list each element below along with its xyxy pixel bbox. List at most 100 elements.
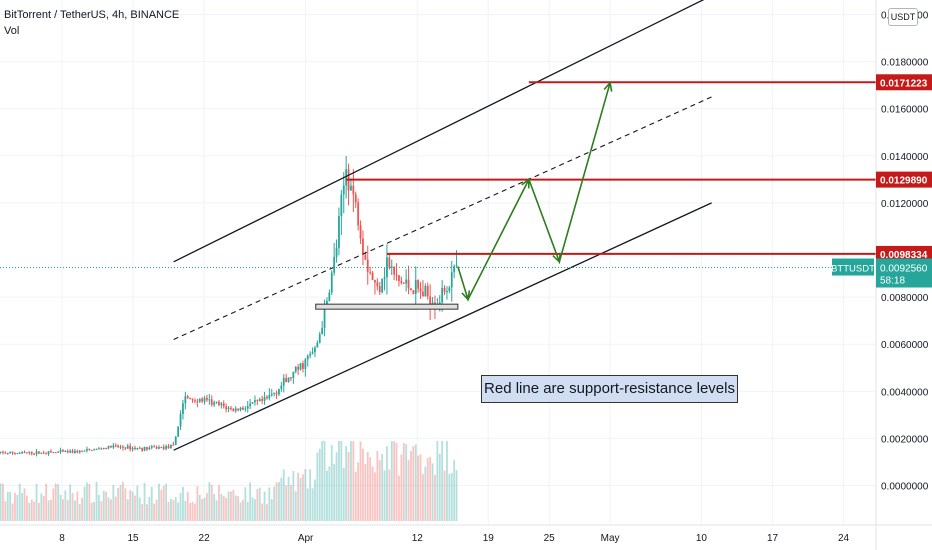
candle-body bbox=[16, 453, 19, 455]
volume-bar bbox=[100, 501, 103, 521]
chart-title: BitTorrent / TetherUS, 4h, BINANCE bbox=[4, 9, 180, 21]
candle-body bbox=[131, 447, 134, 450]
volume-bar bbox=[345, 446, 348, 521]
candle-body bbox=[290, 377, 292, 379]
candle-body bbox=[234, 408, 237, 411]
candle-body bbox=[390, 266, 393, 268]
candle-body bbox=[11, 451, 14, 454]
candle-body bbox=[369, 271, 372, 273]
candle-body bbox=[321, 328, 324, 335]
candle-body bbox=[414, 280, 417, 294]
candle-body bbox=[50, 451, 52, 453]
candle-body bbox=[304, 359, 307, 369]
volume-bar bbox=[98, 495, 100, 521]
candle-body bbox=[448, 287, 451, 292]
candle-body bbox=[285, 378, 288, 383]
volume-bar bbox=[400, 454, 403, 521]
volume-bar bbox=[438, 453, 441, 521]
candle-body bbox=[215, 401, 218, 403]
candle-body bbox=[282, 378, 285, 386]
candle-body bbox=[443, 287, 446, 293]
volume-bar bbox=[232, 490, 235, 521]
candle-body bbox=[126, 445, 129, 449]
candle-body bbox=[210, 399, 213, 405]
candle-body bbox=[6, 453, 9, 455]
volume-bar bbox=[162, 485, 165, 521]
volume-bar bbox=[50, 499, 52, 521]
channel-upper-line bbox=[173, 0, 705, 263]
candle-body bbox=[225, 406, 228, 410]
volume-bar bbox=[273, 486, 276, 521]
candle-body bbox=[270, 393, 273, 396]
volume-bar bbox=[170, 498, 172, 521]
candle-body bbox=[453, 266, 456, 273]
volume-bar bbox=[251, 497, 254, 521]
candle-body bbox=[9, 451, 12, 454]
volume-bar bbox=[311, 488, 314, 521]
volume-bar bbox=[203, 497, 206, 521]
volume-bar bbox=[69, 484, 72, 521]
candle-body bbox=[35, 451, 38, 454]
candle-body bbox=[395, 274, 398, 276]
volume-bar bbox=[270, 499, 273, 521]
volume-bar bbox=[285, 485, 288, 521]
volume-bar bbox=[155, 499, 158, 521]
x-tick-label: 19 bbox=[483, 533, 495, 544]
candle-body bbox=[69, 450, 72, 453]
volume-bar bbox=[402, 442, 405, 521]
y-tick-label: 0.0040000 bbox=[881, 387, 929, 398]
x-tick-label: 8 bbox=[59, 533, 65, 544]
volume-bar bbox=[30, 499, 33, 521]
projection-arrowhead bbox=[552, 252, 562, 264]
volume-bar bbox=[160, 489, 163, 521]
candle-body bbox=[371, 272, 374, 281]
volume-bar bbox=[306, 488, 309, 521]
y-tick-label: 0.0120000 bbox=[881, 199, 929, 210]
volume-bar bbox=[9, 491, 12, 521]
candle-body bbox=[28, 451, 31, 453]
candle-body bbox=[261, 399, 264, 401]
candle-body bbox=[26, 452, 28, 454]
candle-body bbox=[455, 265, 458, 267]
volume-bar bbox=[318, 448, 321, 521]
candle-body bbox=[232, 408, 235, 411]
volume-bar bbox=[414, 444, 417, 521]
volume-bar bbox=[239, 502, 242, 521]
candle-body bbox=[381, 278, 384, 293]
volume-bar bbox=[28, 502, 31, 521]
candle-body bbox=[263, 396, 266, 401]
candle-body bbox=[177, 426, 180, 437]
volume-bar bbox=[210, 484, 213, 521]
volume-bar bbox=[172, 500, 175, 521]
candle-body bbox=[64, 450, 67, 452]
projection-arrowhead bbox=[603, 81, 613, 92]
volume-bar bbox=[167, 501, 170, 521]
candle-body bbox=[129, 445, 132, 450]
volume-bar bbox=[436, 441, 439, 521]
x-tick-label: 24 bbox=[838, 533, 850, 544]
candle-body bbox=[117, 445, 120, 447]
bar-countdown: 58:18 bbox=[880, 276, 905, 287]
volume-bar bbox=[450, 472, 453, 521]
currency-button[interactable]: USDT bbox=[888, 8, 918, 26]
volume-bar bbox=[304, 469, 307, 521]
volume-label: Vol bbox=[4, 25, 20, 37]
volume-bar bbox=[362, 448, 364, 521]
x-tick-label: 12 bbox=[412, 533, 424, 544]
candle-body bbox=[150, 446, 153, 448]
candle-body bbox=[249, 403, 252, 407]
volume-bar bbox=[405, 444, 408, 521]
candle-body bbox=[90, 449, 93, 451]
volume-bar bbox=[321, 441, 324, 521]
candle-body bbox=[172, 444, 175, 446]
volume-bar bbox=[126, 499, 129, 521]
volume-bar bbox=[369, 457, 372, 521]
volume-bar bbox=[112, 484, 115, 521]
candle-body bbox=[124, 447, 127, 449]
volume-bar bbox=[326, 470, 328, 521]
volume-bar bbox=[45, 483, 48, 521]
chart-drawings bbox=[0, 0, 876, 451]
candle-body bbox=[141, 447, 144, 451]
candle-body bbox=[148, 447, 151, 450]
